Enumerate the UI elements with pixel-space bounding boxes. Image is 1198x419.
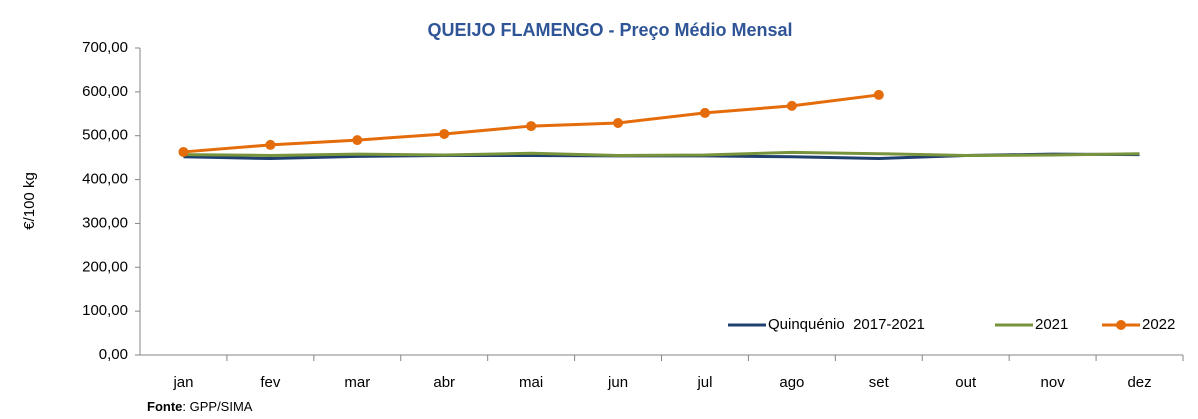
legend-label: Quinquénio 2017-2021	[768, 316, 925, 333]
series-marker	[439, 128, 450, 139]
y-tick-label: 200,00	[82, 258, 128, 275]
y-tick-label: 600,00	[82, 83, 128, 100]
x-tick-label: mar	[344, 374, 370, 391]
source-label: Fonte	[147, 399, 182, 414]
legend-marker	[1116, 320, 1126, 330]
chart-title: QUEIJO FLAMENGO - Preço Médio Mensal	[427, 20, 792, 40]
source: Fonte: GPP/SIMA	[147, 399, 253, 414]
source-text: : GPP/SIMA	[182, 399, 252, 414]
series-marker	[699, 107, 710, 118]
series-marker	[265, 139, 276, 150]
series-marker	[352, 135, 363, 146]
x-tick-label: fev	[260, 374, 281, 391]
x-tick-label: ago	[779, 374, 804, 391]
x-tick-label: abr	[433, 374, 455, 391]
y-tick-label: 400,00	[82, 171, 128, 188]
y-axis-label: €/100 kg	[21, 172, 38, 230]
y-tick-label: 700,00	[82, 39, 128, 56]
series-marker	[873, 89, 884, 100]
y-tick-label: 300,00	[82, 214, 128, 231]
x-tick-label: jul	[696, 374, 712, 391]
y-tick-label: 100,00	[82, 302, 128, 319]
series-marker	[613, 117, 624, 128]
y-tick-label: 500,00	[82, 127, 128, 144]
legend-label: 2021	[1035, 316, 1068, 333]
x-tick-label: jun	[607, 374, 628, 391]
series-marker	[178, 146, 189, 157]
x-tick-label: nov	[1041, 374, 1066, 391]
x-tick-label: out	[955, 374, 977, 391]
legend-label: 2022	[1142, 316, 1175, 333]
series-marker	[526, 121, 537, 132]
x-tick-label: dez	[1127, 374, 1151, 391]
series-line	[183, 150, 1140, 157]
y-tick-label: 0,00	[99, 346, 128, 363]
x-tick-label: jan	[172, 374, 193, 391]
x-tick-label: mai	[519, 374, 543, 391]
series-marker	[786, 100, 797, 111]
x-tick-label: set	[869, 374, 890, 391]
